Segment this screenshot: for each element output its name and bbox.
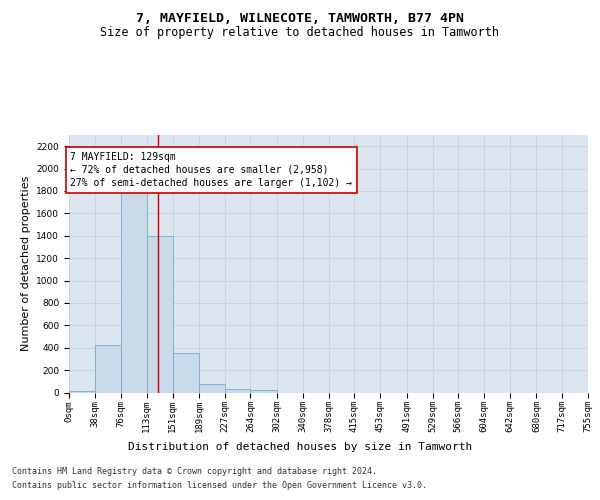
Text: 7 MAYFIELD: 129sqm
← 72% of detached houses are smaller (2,958)
27% of semi-deta: 7 MAYFIELD: 129sqm ← 72% of detached hou… xyxy=(70,152,352,188)
Text: Distribution of detached houses by size in Tamworth: Distribution of detached houses by size … xyxy=(128,442,472,452)
Text: Size of property relative to detached houses in Tamworth: Size of property relative to detached ho… xyxy=(101,26,499,39)
Bar xyxy=(146,236,173,392)
Text: Contains HM Land Registry data © Crown copyright and database right 2024.: Contains HM Land Registry data © Crown c… xyxy=(12,467,377,476)
Bar xyxy=(225,389,250,392)
Text: 7, MAYFIELD, WILNECOTE, TAMWORTH, B77 4PN: 7, MAYFIELD, WILNECOTE, TAMWORTH, B77 4P… xyxy=(136,12,464,26)
Bar xyxy=(121,191,146,392)
Bar xyxy=(69,391,95,392)
Text: Contains public sector information licensed under the Open Government Licence v3: Contains public sector information licen… xyxy=(12,481,427,490)
Bar xyxy=(250,390,277,392)
Bar xyxy=(95,346,121,393)
Bar xyxy=(199,384,225,392)
Y-axis label: Number of detached properties: Number of detached properties xyxy=(21,176,31,352)
Bar xyxy=(173,354,199,393)
